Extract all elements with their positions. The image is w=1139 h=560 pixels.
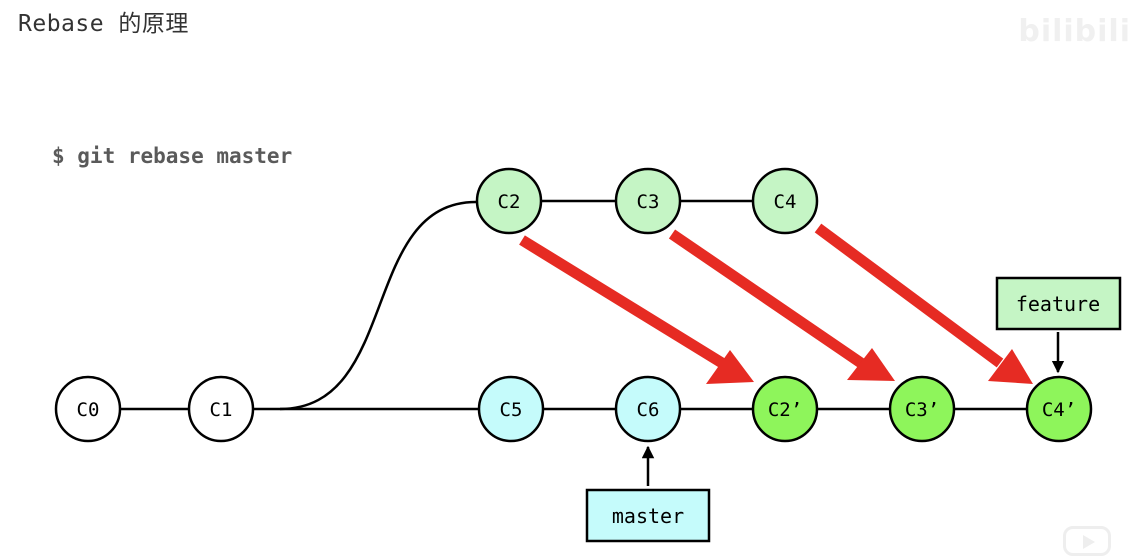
branch-label: feature	[1016, 292, 1100, 316]
page-title: Rebase 的原理	[18, 11, 189, 37]
rebase-arrow-c2	[519, 235, 754, 384]
rebase-arrowhead	[706, 350, 754, 384]
rebase-arrow-c4	[814, 223, 1033, 384]
rebase-arrow-c3	[668, 229, 895, 381]
commit-circle	[475, 167, 543, 235]
rebase-arrow-shaft	[519, 235, 725, 368]
play-icon	[1063, 526, 1111, 556]
commit-c4: C4	[751, 167, 819, 235]
rebase-arrowhead	[847, 348, 895, 381]
commit-c2: C2	[475, 167, 543, 235]
rebase-arrows	[519, 223, 1033, 384]
commit-label: C3’	[905, 399, 939, 421]
commit-c1: C1	[187, 375, 255, 443]
commit-circle	[614, 375, 682, 443]
commit-label: C6	[637, 399, 660, 421]
commit-label: C4	[774, 191, 797, 213]
commit-label: C3	[637, 191, 660, 213]
rebase-arrowhead	[988, 349, 1033, 384]
git-command: $ git rebase master	[52, 144, 293, 168]
rebase-arrow-shaft	[668, 229, 865, 368]
commit-circle	[187, 375, 255, 443]
commit-c3: C3	[614, 167, 682, 235]
rebase-arrow-shaft	[814, 223, 1004, 368]
commit-label: C0	[77, 399, 100, 421]
commit-label: C1	[210, 399, 233, 421]
commit-label: C5	[500, 399, 523, 421]
commit-circle	[888, 375, 956, 443]
commit-label: C2	[498, 191, 521, 213]
branch-master: master	[585, 445, 711, 543]
commit-circle	[1025, 375, 1093, 443]
commit-nodes: C0 C1 C2 C3 C4 C5 C6 C2’	[54, 167, 1093, 443]
commit-c5: C5	[477, 375, 545, 443]
commit-circle	[477, 375, 545, 443]
branch-label-box	[585, 488, 711, 543]
commit-c2-prime: C2’	[751, 375, 819, 443]
commit-circle	[54, 375, 122, 443]
branch-label-box	[995, 276, 1122, 331]
commit-circle	[751, 167, 819, 235]
bilibili-watermark: bilibili	[1018, 14, 1131, 49]
branch-label: master	[612, 504, 684, 528]
commit-c4-prime: C4’	[1025, 375, 1093, 443]
commit-links	[121, 199, 1026, 411]
commit-label: C2’	[768, 399, 802, 421]
commit-circle	[614, 167, 682, 235]
commit-c0: C0	[54, 375, 122, 443]
branch-feature: feature	[995, 276, 1122, 374]
link-c1-c2-curve	[279, 200, 477, 411]
commit-circle	[751, 375, 819, 443]
commit-label: C4’	[1042, 399, 1076, 421]
commit-c3-prime: C3’	[888, 375, 956, 443]
commit-c6: C6	[614, 375, 682, 443]
